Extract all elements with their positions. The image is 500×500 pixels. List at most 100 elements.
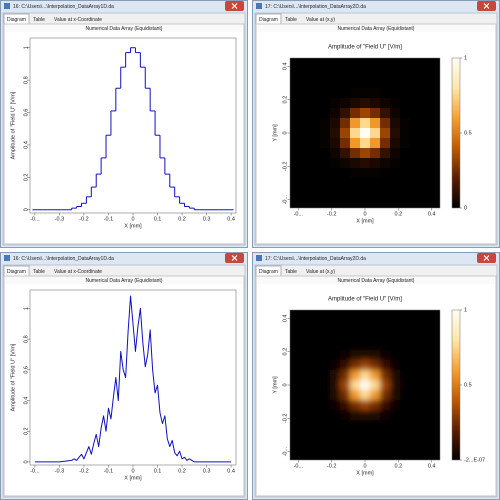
- heatmap-cell: [320, 168, 331, 179]
- close-icon: [483, 255, 490, 261]
- tab[interactable]: [30, 266, 50, 276]
- heatmap-cell: [430, 370, 440, 381]
- heatmap-cell: [340, 98, 351, 109]
- x-tick-label: -0...: [30, 216, 40, 222]
- heatmap-cell: [320, 380, 331, 391]
- x-tick-label: -0...: [294, 211, 304, 217]
- heatmap-cell: [340, 440, 351, 451]
- heatmap-cell: [340, 330, 351, 341]
- heatmap-cell: [380, 178, 391, 189]
- heatmap-cell: [360, 400, 371, 411]
- y-axis-label: Y [mm]: [272, 124, 278, 142]
- tab[interactable]: [303, 266, 359, 276]
- heatmap-cell: [310, 98, 321, 109]
- heatmap-cell: [300, 420, 311, 431]
- tab-label[interactable]: Diagram: [7, 269, 26, 275]
- tab[interactable]: [282, 266, 302, 276]
- heatmap-cell: [330, 340, 341, 351]
- heatmap-cell: [380, 78, 391, 89]
- heatmap-cell: [300, 188, 311, 199]
- heatmap-cell: [340, 58, 351, 69]
- tab[interactable]: [51, 14, 107, 24]
- heatmap-cell: [390, 380, 401, 391]
- heatmap-cell: [340, 430, 351, 441]
- heatmap-cell: [310, 78, 321, 89]
- tab-label[interactable]: Value at (x,y): [306, 269, 335, 275]
- window: 17: C:\Users\...\Interpolation_DataArray…: [252, 252, 500, 500]
- heatmap-cell: [310, 350, 321, 361]
- x-tick-label: 0.1: [154, 468, 162, 474]
- heatmap-cell: [370, 58, 381, 69]
- heatmap-cell: [380, 118, 391, 129]
- heatmap-cell: [430, 168, 440, 179]
- x-tick-label: -0.2: [79, 468, 88, 474]
- heatmap-cell: [330, 188, 341, 199]
- heatmap-cell: [390, 410, 401, 421]
- heatmap-cell: [410, 360, 421, 371]
- heatmap-cell: [380, 440, 391, 451]
- heatmap-cell: [360, 58, 371, 69]
- tab[interactable]: [282, 14, 302, 24]
- heatmap-cell: [360, 350, 371, 361]
- heatmap-cell: [380, 450, 391, 460]
- heatmap-cell: [400, 178, 411, 189]
- heatmap-cell: [300, 350, 311, 361]
- heatmap-cell: [410, 78, 421, 89]
- tab-label[interactable]: Value at x-Coordinate: [54, 17, 102, 23]
- tab-label[interactable]: Table: [285, 269, 297, 275]
- x-tick-label: 0.3: [203, 216, 211, 222]
- heatmap-cell: [370, 88, 381, 99]
- heatmap-cell: [390, 178, 401, 189]
- chart-title: Amplitude of "Field U" [V/m]: [328, 45, 402, 51]
- chart-title: Amplitude of "Field U" [V/m]: [328, 297, 402, 303]
- heatmap-cell: [330, 158, 341, 169]
- heatmap-cell: [380, 380, 391, 391]
- heatmap-cell: [390, 108, 401, 119]
- heatmap-cell: [420, 188, 431, 199]
- heatmap-cell: [380, 420, 391, 431]
- heatmap-cell: [370, 188, 381, 199]
- heatmap-cell: [380, 310, 391, 321]
- tab-label[interactable]: Diagram: [7, 17, 26, 23]
- tab-label[interactable]: Table: [33, 17, 45, 23]
- heatmap-cell: [300, 178, 311, 189]
- heatmap-cell: [360, 158, 371, 169]
- tab[interactable]: [51, 266, 107, 276]
- heatmap-cell: [290, 138, 301, 149]
- heatmap-cell: [390, 330, 401, 341]
- tab[interactable]: [303, 14, 359, 24]
- heatmap-cell: [300, 430, 311, 441]
- tab-label[interactable]: Value at (x,y): [306, 17, 335, 23]
- tab-label[interactable]: Table: [285, 17, 297, 23]
- heatmap-cell: [300, 68, 311, 79]
- heatmap-cell: [390, 68, 401, 79]
- window-icon: [4, 255, 10, 261]
- x-axis-label: X [mm]: [124, 475, 142, 481]
- heatmap-cell: [330, 370, 341, 381]
- heatmap-cell: [420, 320, 431, 331]
- heatmap-cell: [310, 188, 321, 199]
- tab-label[interactable]: Table: [33, 269, 45, 275]
- tab[interactable]: [30, 14, 50, 24]
- heatmap-cell: [400, 78, 411, 89]
- tab-label[interactable]: Diagram: [259, 269, 278, 275]
- heatmap-cell: [430, 410, 440, 421]
- heatmap-cell: [400, 148, 411, 159]
- heatmap-cell: [410, 58, 421, 69]
- heatmap-cell: [300, 390, 311, 401]
- heatmap-cell: [290, 430, 301, 441]
- heatmap-cell: [370, 400, 381, 411]
- heatmap-cell: [330, 320, 341, 331]
- heatmap-cell: [350, 128, 361, 139]
- tab-label[interactable]: Value at x-Coordinate: [54, 269, 102, 275]
- heatmap-cell: [330, 450, 341, 460]
- heatmap-cell: [320, 430, 331, 441]
- heatmap-cell: [420, 168, 431, 179]
- heatmap-cell: [410, 178, 421, 189]
- heatmap-cell: [390, 98, 401, 109]
- heatmap-cell: [430, 310, 440, 321]
- tab-label[interactable]: Diagram: [259, 17, 278, 23]
- heatmap-cell: [420, 390, 431, 401]
- heatmap-cell: [380, 370, 391, 381]
- heatmap-cell: [290, 58, 301, 69]
